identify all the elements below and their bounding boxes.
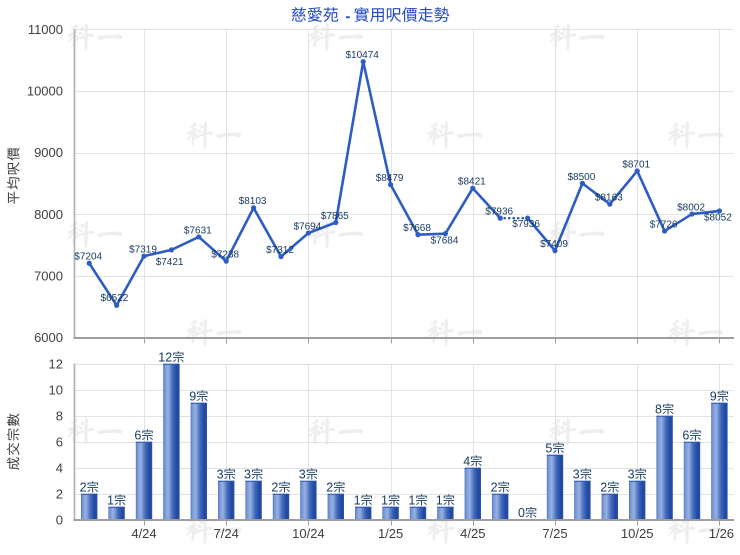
svg-text:$8701: $8701 bbox=[622, 159, 650, 170]
svg-text:7000: 7000 bbox=[34, 268, 63, 283]
svg-text:10000: 10000 bbox=[27, 84, 63, 99]
svg-text:10: 10 bbox=[49, 382, 63, 397]
svg-text:$7631: $7631 bbox=[184, 225, 212, 236]
svg-text:6: 6 bbox=[134, 429, 141, 443]
svg-text:8: 8 bbox=[56, 408, 63, 423]
svg-text:1: 1 bbox=[381, 494, 388, 508]
svg-text:$7936: $7936 bbox=[485, 207, 513, 218]
svg-text:1/26: 1/26 bbox=[709, 526, 734, 541]
svg-text:5: 5 bbox=[545, 442, 552, 456]
svg-text:3: 3 bbox=[244, 468, 251, 482]
svg-text:2: 2 bbox=[326, 481, 333, 495]
svg-text:$7694: $7694 bbox=[293, 221, 321, 232]
svg-text:$8052: $8052 bbox=[704, 213, 732, 224]
svg-text:6000: 6000 bbox=[34, 330, 63, 345]
svg-text:9: 9 bbox=[189, 390, 196, 404]
svg-text:$7421: $7421 bbox=[156, 257, 184, 268]
svg-text:11000: 11000 bbox=[28, 22, 63, 37]
svg-text:$7238: $7238 bbox=[211, 250, 239, 261]
svg-text:1: 1 bbox=[107, 494, 114, 508]
svg-text:10/24: 10/24 bbox=[292, 526, 325, 541]
svg-text:$6522: $6522 bbox=[100, 293, 128, 304]
svg-text:6: 6 bbox=[682, 429, 689, 443]
svg-text:$7319: $7319 bbox=[129, 245, 157, 256]
svg-text:$7684: $7684 bbox=[431, 236, 459, 247]
svg-text:1: 1 bbox=[354, 494, 361, 508]
svg-text:2: 2 bbox=[80, 481, 87, 495]
svg-text:12: 12 bbox=[158, 351, 172, 365]
svg-text:8: 8 bbox=[655, 403, 662, 417]
svg-text:$8103: $8103 bbox=[239, 196, 267, 207]
svg-text:7/24: 7/24 bbox=[214, 526, 239, 541]
svg-text:6: 6 bbox=[56, 434, 63, 449]
svg-text:2: 2 bbox=[600, 481, 607, 495]
svg-text:$7936: $7936 bbox=[512, 219, 540, 230]
svg-text:9000: 9000 bbox=[34, 145, 63, 160]
svg-text:4: 4 bbox=[56, 460, 63, 475]
svg-text:$7204: $7204 bbox=[74, 252, 102, 263]
svg-text:2: 2 bbox=[56, 486, 63, 501]
svg-text:2: 2 bbox=[491, 481, 498, 495]
svg-text:7/25: 7/25 bbox=[542, 526, 567, 541]
svg-text:3: 3 bbox=[217, 468, 224, 482]
svg-text:9: 9 bbox=[710, 390, 717, 404]
svg-text:$8002: $8002 bbox=[677, 203, 705, 214]
svg-text:1: 1 bbox=[408, 494, 415, 508]
svg-text:1/25: 1/25 bbox=[378, 526, 403, 541]
svg-text:0: 0 bbox=[56, 512, 63, 527]
svg-text:$8421: $8421 bbox=[458, 177, 486, 188]
svg-text:4: 4 bbox=[463, 455, 470, 469]
svg-text:$8500: $8500 bbox=[567, 172, 595, 183]
svg-text:3: 3 bbox=[628, 468, 635, 482]
svg-text:12: 12 bbox=[49, 356, 63, 371]
svg-text:1: 1 bbox=[436, 494, 443, 508]
svg-text:0: 0 bbox=[518, 506, 525, 520]
svg-text:$8163: $8163 bbox=[595, 193, 623, 204]
svg-text:$10474: $10474 bbox=[346, 50, 380, 61]
svg-text:3: 3 bbox=[299, 468, 306, 482]
svg-text:2: 2 bbox=[271, 481, 278, 495]
svg-text:4/25: 4/25 bbox=[460, 526, 485, 541]
svg-text:$7668: $7668 bbox=[403, 223, 431, 234]
svg-text:3: 3 bbox=[573, 468, 580, 482]
svg-text:10/25: 10/25 bbox=[621, 526, 654, 541]
svg-text:$8479: $8479 bbox=[376, 173, 404, 184]
svg-text:$7409: $7409 bbox=[540, 239, 568, 250]
svg-text:8000: 8000 bbox=[34, 207, 63, 222]
svg-text:$7312: $7312 bbox=[266, 245, 294, 256]
svg-text:$7726: $7726 bbox=[650, 220, 678, 231]
svg-text:4/24: 4/24 bbox=[131, 526, 156, 541]
svg-text:$7865: $7865 bbox=[321, 211, 349, 222]
